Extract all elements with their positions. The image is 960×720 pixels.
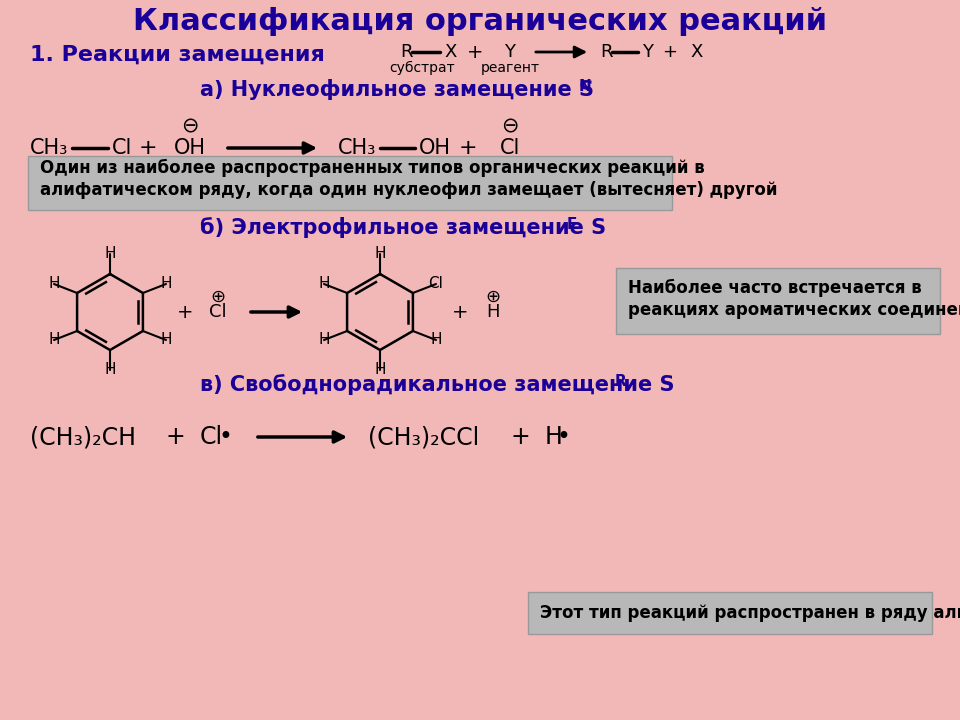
Text: Cl: Cl <box>200 425 223 449</box>
Text: субстрат: субстрат <box>389 61 455 75</box>
Text: H: H <box>487 303 500 321</box>
Text: H: H <box>545 425 563 449</box>
Text: +: + <box>662 43 678 61</box>
Text: (CH₃)₂CH: (CH₃)₂CH <box>30 425 136 449</box>
Text: +: + <box>459 138 477 158</box>
Text: •: • <box>556 425 570 449</box>
Text: R: R <box>600 43 612 61</box>
Text: OH: OH <box>174 138 206 158</box>
Text: H: H <box>319 333 329 348</box>
Text: H: H <box>319 276 329 292</box>
Text: H: H <box>105 362 116 377</box>
Text: H: H <box>374 362 386 377</box>
Text: Cl: Cl <box>428 276 444 292</box>
Text: CH₃: CH₃ <box>338 138 376 158</box>
Text: H: H <box>160 333 172 348</box>
Text: Y: Y <box>505 43 516 61</box>
Text: +: + <box>138 138 157 158</box>
Text: X: X <box>690 43 703 61</box>
Text: реагент: реагент <box>481 61 540 75</box>
Text: алифатическом ряду, когда один нуклеофил замещает (вытесняет) другой: алифатическом ряду, когда один нуклеофил… <box>40 181 778 199</box>
Text: Этот тип реакций распространен в ряду алканов: Этот тип реакций распространен в ряду ал… <box>540 604 960 622</box>
Text: Y: Y <box>642 43 653 61</box>
FancyBboxPatch shape <box>28 156 672 210</box>
FancyBboxPatch shape <box>616 268 940 334</box>
Text: Классификация органических реакций: Классификация органических реакций <box>132 7 828 37</box>
Text: ⊕: ⊕ <box>486 288 500 306</box>
Text: б) Электрофильное замещение S: б) Электрофильное замещение S <box>200 217 606 238</box>
Text: 1. Реакции замещения: 1. Реакции замещения <box>30 45 324 65</box>
Text: H: H <box>105 246 116 261</box>
Text: Cl: Cl <box>500 138 520 158</box>
Text: +: + <box>452 302 468 322</box>
Text: H: H <box>48 333 60 348</box>
Text: R: R <box>615 374 627 389</box>
Text: OH: OH <box>419 138 451 158</box>
Text: R: R <box>400 43 413 61</box>
Text: E: E <box>567 217 577 232</box>
Text: Cl: Cl <box>112 138 132 158</box>
Text: +: + <box>467 42 483 61</box>
Text: Наиболее часто встречается в: Наиболее часто встречается в <box>628 279 922 297</box>
Text: реакциях ароматических соединений: реакциях ароматических соединений <box>628 301 960 319</box>
Text: •: • <box>218 425 232 449</box>
Text: H: H <box>374 246 386 261</box>
Text: ⊖: ⊖ <box>501 116 518 136</box>
Text: +: + <box>177 302 193 322</box>
Text: в) Свободнорадикальное замещение S: в) Свободнорадикальное замещение S <box>200 374 675 395</box>
FancyBboxPatch shape <box>528 592 932 634</box>
Text: H: H <box>48 276 60 292</box>
Text: +: + <box>165 425 185 449</box>
Text: а) Нуклеофильное замещение S: а) Нуклеофильное замещение S <box>200 79 594 101</box>
Text: CH₃: CH₃ <box>30 138 68 158</box>
Text: Cl: Cl <box>209 303 227 321</box>
Text: +: + <box>510 425 530 449</box>
Text: H: H <box>430 333 442 348</box>
Text: Один из наиболее распространенных типов органических реакций в: Один из наиболее распространенных типов … <box>40 159 705 177</box>
Text: X: X <box>444 43 456 61</box>
Text: (CH₃)₂CCl: (CH₃)₂CCl <box>368 425 479 449</box>
Text: H: H <box>160 276 172 292</box>
Text: N: N <box>579 79 591 94</box>
Text: ⊖: ⊖ <box>181 116 199 136</box>
Text: ⊕: ⊕ <box>210 288 226 306</box>
